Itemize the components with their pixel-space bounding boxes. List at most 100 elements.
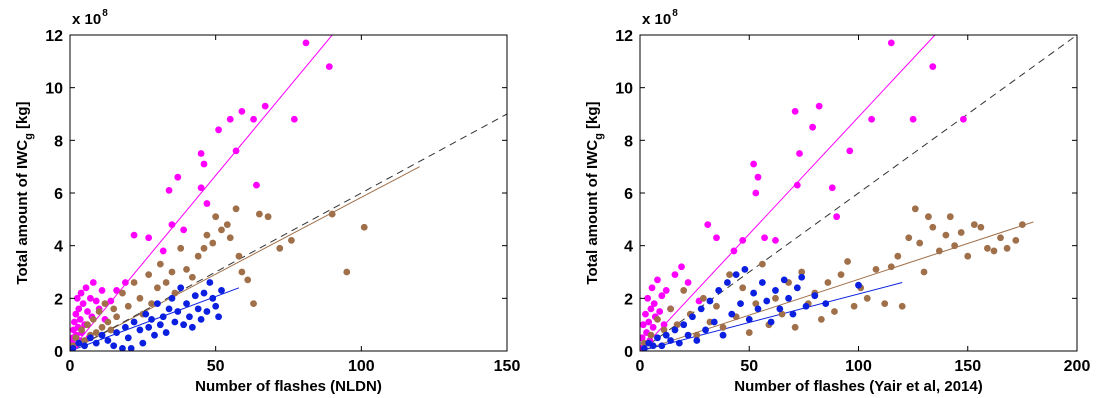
data-point — [802, 302, 810, 310]
data-point — [680, 321, 688, 329]
y-tick-label: 2 — [54, 291, 63, 308]
y-tick-label: 4 — [624, 239, 633, 256]
x-tick-label: 150 — [954, 358, 981, 375]
data-point — [815, 102, 823, 110]
data-point — [754, 305, 762, 313]
data-point — [957, 229, 965, 236]
data-point — [238, 268, 246, 276]
x-tick-label: 100 — [845, 358, 872, 375]
data-point — [772, 287, 779, 294]
x-tick-label: 150 — [494, 358, 521, 375]
y-multiplier-exponent: 8 — [102, 8, 108, 19]
data-point — [130, 231, 138, 239]
data-point — [684, 279, 692, 286]
data-point — [171, 289, 179, 297]
data-point — [165, 305, 173, 313]
y-tick-label: 8 — [624, 133, 633, 150]
data-point — [650, 300, 658, 307]
data-point — [145, 323, 153, 331]
data-point — [290, 115, 298, 123]
data-point — [894, 252, 902, 260]
y-axis-label: Total amount of IWCg [kg] — [584, 101, 605, 284]
series-brown — [70, 205, 368, 350]
data-point — [180, 226, 188, 234]
data-point — [785, 294, 792, 302]
data-point — [72, 334, 80, 342]
data-point — [662, 287, 670, 294]
data-point — [203, 231, 211, 239]
data-point — [76, 316, 84, 323]
data-point — [174, 173, 182, 181]
data-point — [183, 265, 190, 273]
data-point — [127, 344, 135, 351]
data-point — [75, 339, 83, 347]
data-point — [778, 310, 786, 318]
data-point — [107, 297, 115, 305]
data-point — [660, 326, 668, 334]
data-point — [121, 279, 129, 286]
data-point — [154, 300, 161, 307]
data-point — [261, 102, 269, 110]
series-blue — [640, 265, 862, 351]
data-point — [640, 344, 648, 351]
data-point — [855, 281, 862, 289]
x-tick-label: 0 — [66, 358, 75, 375]
data-point — [642, 310, 649, 318]
data-point — [929, 63, 937, 70]
data-point — [215, 313, 222, 321]
data-point — [758, 279, 766, 286]
data-point — [197, 184, 205, 192]
data-point — [232, 205, 240, 213]
data-point — [78, 326, 86, 334]
data-point — [881, 300, 889, 307]
data-point — [789, 310, 797, 318]
data-point — [148, 316, 155, 323]
data-point — [868, 115, 876, 123]
data-point — [758, 260, 766, 268]
data-point — [77, 289, 85, 297]
data-point — [833, 213, 841, 221]
data-point — [203, 200, 211, 207]
data-point — [752, 189, 760, 197]
fit-line-magenta — [640, 35, 936, 351]
data-point — [675, 339, 683, 347]
data-point — [113, 329, 121, 336]
data-point — [699, 294, 707, 302]
data-point — [793, 181, 801, 189]
data-point — [104, 318, 112, 326]
data-point — [935, 247, 943, 255]
data-point — [909, 115, 917, 123]
data-point — [238, 107, 246, 115]
data-point — [151, 331, 158, 339]
x-tick-label: 0 — [636, 358, 645, 375]
data-point — [136, 326, 144, 334]
data-point — [200, 244, 208, 252]
data-point — [796, 150, 803, 157]
data-point — [130, 279, 138, 286]
data-point — [850, 302, 858, 310]
data-point — [101, 300, 109, 307]
data-point — [649, 342, 657, 350]
data-point — [110, 305, 118, 313]
data-point — [119, 344, 126, 351]
data-point — [887, 39, 895, 47]
data-point — [154, 284, 161, 292]
data-point — [693, 331, 701, 339]
data-point — [188, 273, 196, 281]
data-point — [139, 339, 147, 347]
fit-line-blue — [640, 282, 903, 351]
data-point — [168, 268, 176, 276]
data-point — [658, 342, 666, 350]
data-point — [165, 186, 173, 194]
data-point — [159, 247, 167, 255]
data-point — [302, 39, 310, 47]
data-point — [822, 300, 830, 307]
data-point — [872, 265, 880, 273]
data-point — [92, 339, 100, 347]
data-point — [713, 234, 720, 242]
data-point — [162, 279, 170, 286]
data-point — [206, 279, 214, 286]
